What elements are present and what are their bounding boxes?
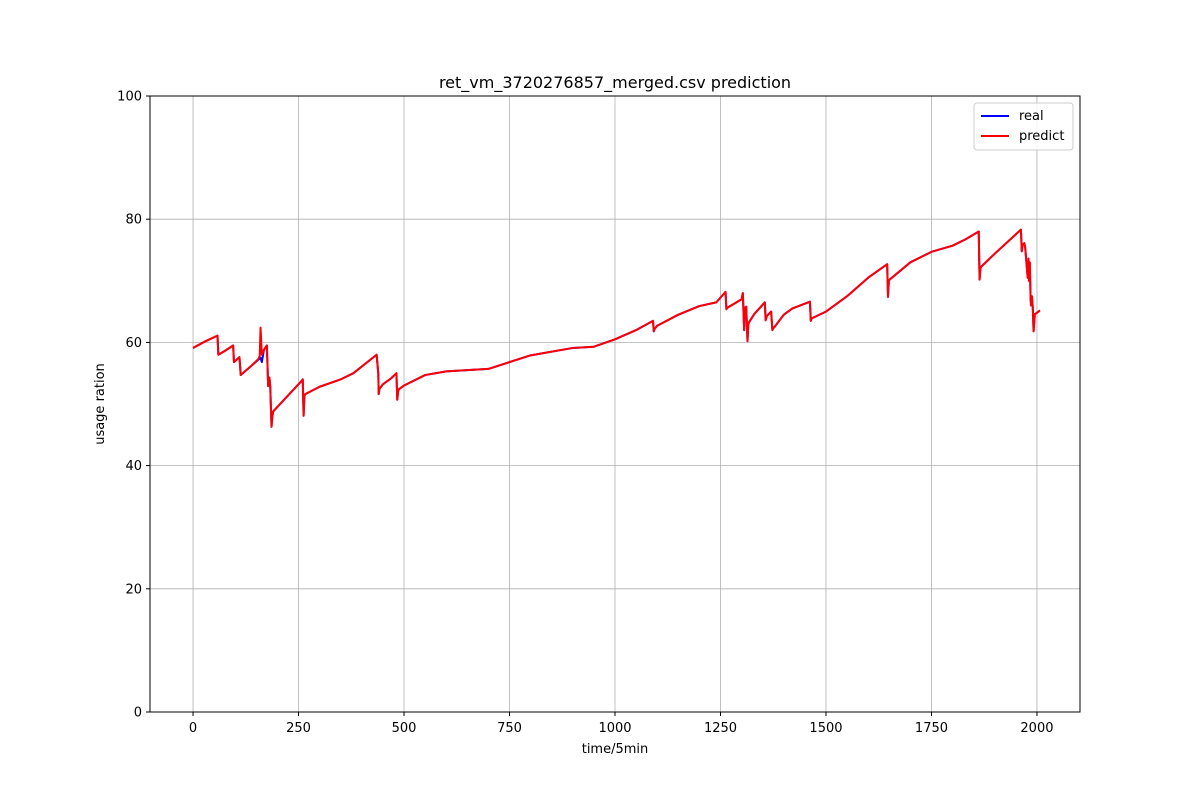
y-tick-label: 0 bbox=[134, 706, 142, 721]
x-tick-label: 250 bbox=[286, 721, 311, 736]
y-axis: 0 20 40 60 80 100 bbox=[117, 90, 150, 721]
legend-box bbox=[973, 102, 1074, 151]
series-line-predict bbox=[192, 228, 1041, 428]
y-axis-label: usage ration bbox=[93, 363, 108, 445]
x-tick-label: 1250 bbox=[704, 721, 737, 736]
x-tick-label: 0 bbox=[189, 721, 197, 736]
x-tick-label: 2000 bbox=[1020, 721, 1053, 736]
x-tick-label: 1500 bbox=[809, 721, 842, 736]
x-tick-label: 500 bbox=[392, 721, 417, 736]
y-tick-label: 40 bbox=[125, 459, 142, 474]
legend-label-real: real bbox=[1019, 109, 1044, 124]
legend: real predict bbox=[973, 102, 1074, 151]
legend-label-predict: predict bbox=[1019, 129, 1064, 144]
x-tick-label: 750 bbox=[497, 721, 522, 736]
y-tick-label: 100 bbox=[117, 90, 142, 105]
y-tick-label: 80 bbox=[125, 213, 142, 228]
y-tick-label: 60 bbox=[125, 336, 142, 351]
x-axis: 0 250 500 750 1000 1250 1500 1750 2000 bbox=[189, 712, 1054, 736]
x-tick-label: 1000 bbox=[598, 721, 631, 736]
y-tick-label: 20 bbox=[125, 582, 142, 597]
chart-title: ret_vm_3720276857_merged.csv prediction bbox=[439, 73, 791, 93]
x-tick-label: 1750 bbox=[915, 721, 948, 736]
series-layer bbox=[192, 228, 1041, 428]
x-axis-label: time/5min bbox=[582, 742, 649, 757]
